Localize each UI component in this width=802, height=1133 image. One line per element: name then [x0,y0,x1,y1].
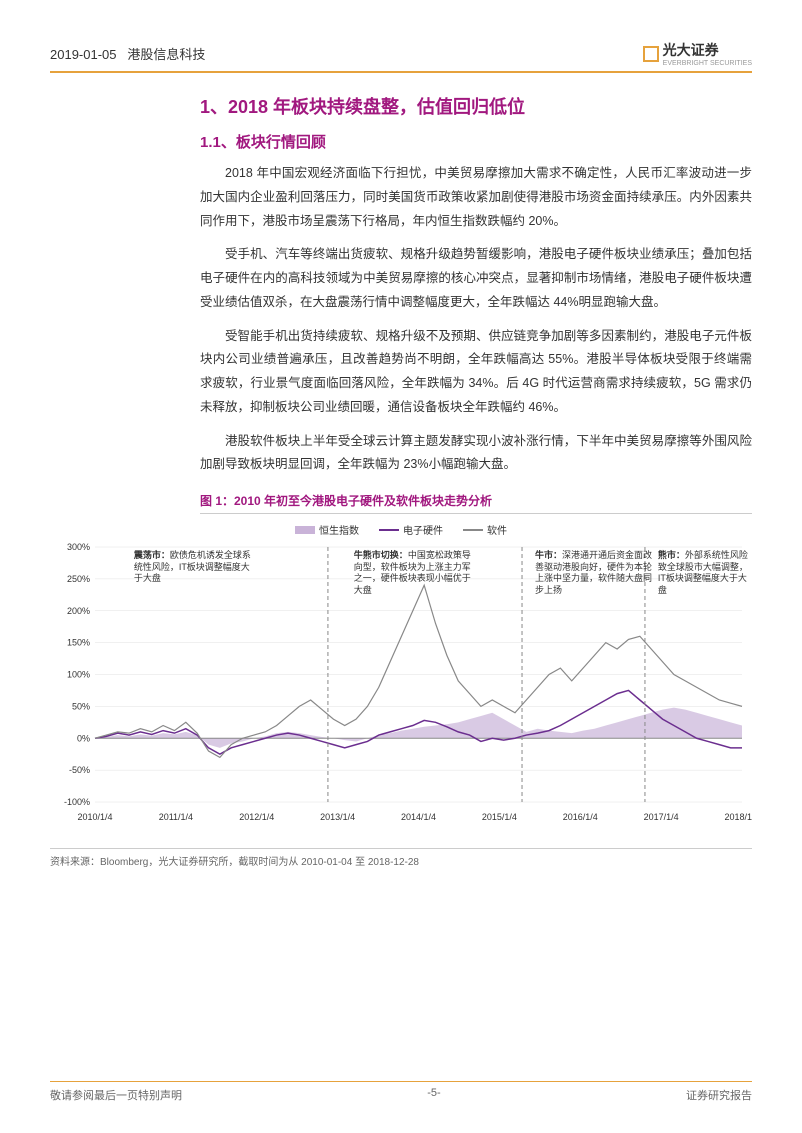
legend-label: 软件 [487,522,507,537]
chart-annotation: 牛市：深港通开通后资金面改善驱动港股向好，硬件为本轮上涨中坚力量，软件随大盘同步… [535,550,655,597]
legend-label: 电子硬件 [403,522,443,537]
chart-legend: 恒生指数 电子硬件 软件 [50,522,752,537]
footer-center: -5- [427,1087,440,1103]
page-header: 2019-01-05 港股信息科技 光大证券 EVERBRIGHT SECURI… [50,40,752,73]
footer-right: 证券研究报告 [686,1087,752,1103]
page-footer: 敬请参阅最后一页特别声明 -5- 证券研究报告 [50,1081,752,1103]
logo-text: 光大证券 [663,42,719,58]
figure-1-chart: 恒生指数 电子硬件 软件 -100% -50% 0% 50% 100% 150% 200% 2… [50,522,752,842]
figure-1-title: 图 1：2010 年初至今港股电子硬件及软件板块走势分析 [200,492,752,514]
svg-text:2015/1/4: 2015/1/4 [482,812,517,822]
footer-left: 敬请参阅最后一页特别声明 [50,1087,182,1103]
header-category: 港股信息科技 [127,47,205,62]
paragraph: 港股软件板块上半年受全球云计算主题发酵实现小波补涨行情，下半年中美贸易摩擦等外围… [200,430,752,478]
svg-text:2014/1/4: 2014/1/4 [401,812,436,822]
main-content: 1、2018 年板块持续盘整，估值回归低位 1.1、板块行情回顾 2018 年中… [200,93,752,868]
svg-text:150%: 150% [67,638,90,648]
svg-text:2018/1/4: 2018/1/4 [724,812,752,822]
legend-swatch-hsi [295,526,315,534]
svg-text:2016/1/4: 2016/1/4 [563,812,598,822]
legend-label: 恒生指数 [319,522,359,537]
logo-icon [643,46,659,62]
svg-text:-100%: -100% [64,797,90,807]
logo-subtext: EVERBRIGHT SECURITIES [663,60,752,67]
section-heading-1-1: 1.1、板块行情回顾 [200,131,752,152]
svg-text:2013/1/4: 2013/1/4 [320,812,355,822]
svg-text:250%: 250% [67,574,90,584]
svg-text:2010/1/4: 2010/1/4 [77,812,112,822]
legend-software: 软件 [463,522,507,537]
paragraph: 受智能手机出货持续疲软、规格升级不及预期、供应链竞争加剧等多因素制约，港股电子元… [200,325,752,420]
paragraph: 受手机、汽车等终端出货疲软、规格升级趋势暂缓影响，港股电子硬件板块业绩承压；叠加… [200,243,752,314]
header-meta: 2019-01-05 港股信息科技 [50,44,205,63]
chart-annotation: 震荡市：欧债危机诱发全球系统性风险，IT板块调整幅度大于大盘 [134,550,254,585]
legend-hardware: 电子硬件 [379,522,443,537]
svg-text:2017/1/4: 2017/1/4 [644,812,679,822]
svg-text:-50%: -50% [69,765,90,775]
svg-text:100%: 100% [67,670,90,680]
section-heading-1: 1、2018 年板块持续盘整，估值回归低位 [200,93,752,119]
svg-text:0%: 0% [77,733,90,743]
legend-swatch-software [463,529,483,531]
chart-annotation: 熊市：外部系统性风险致全球股市大幅调整，IT板块调整幅度大于大盘 [658,550,752,597]
header-date: 2019-01-05 [50,47,117,62]
chart-annotation: 牛熊市切换：中国宽松政策导向型，软件板块为上涨主力军之一，硬件板块表现小幅优于大… [354,550,474,597]
figure-source: 资料来源：Bloomberg，光大证券研究所，截取时间为从 2010-01-04… [50,848,752,868]
svg-text:50%: 50% [72,701,90,711]
company-logo: 光大证券 EVERBRIGHT SECURITIES [643,40,752,67]
legend-hsi: 恒生指数 [295,522,359,537]
svg-text:2011/1/4: 2011/1/4 [159,812,193,822]
paragraph: 2018 年中国宏观经济面临下行担忧，中美贸易摩擦加大需求不确定性，人民币汇率波… [200,162,752,233]
svg-text:200%: 200% [67,606,90,616]
svg-text:2012/1/4: 2012/1/4 [239,812,274,822]
legend-swatch-hardware [379,529,399,531]
svg-text:300%: 300% [67,542,90,552]
